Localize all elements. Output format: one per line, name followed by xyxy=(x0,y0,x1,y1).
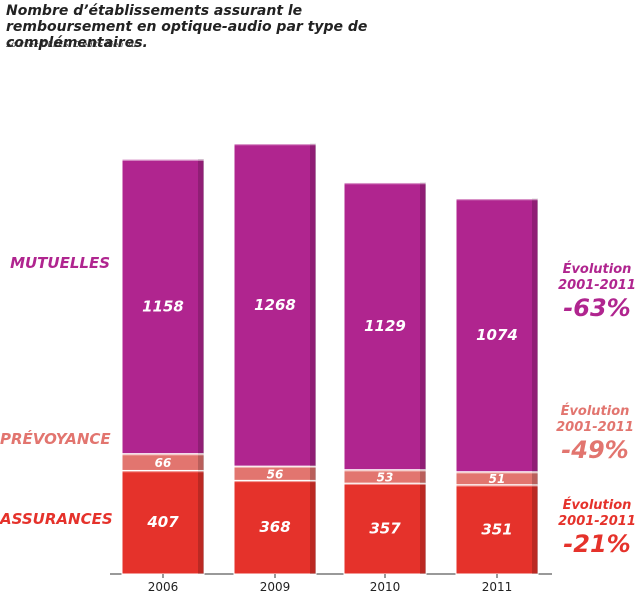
bar-shade-prevoyance-2006 xyxy=(198,453,204,471)
bar-shade-assurances-2006 xyxy=(198,470,204,574)
value-label-prevoyance-2010: 53 xyxy=(377,470,394,484)
evolution-mutuelles-pct: -63% xyxy=(563,294,631,322)
evolution-assurances-line2: 2001-2011 xyxy=(558,514,636,529)
bar-shade-mutuelles-2006 xyxy=(198,159,204,454)
value-label-assurances-2006: 407 xyxy=(146,513,179,531)
value-label-mutuelles-2006: 1158 xyxy=(142,297,184,315)
bar-mutuelles-2011 xyxy=(455,198,539,473)
label-mutuelles: MUTUELLES xyxy=(10,254,110,272)
bar-shade-mutuelles-2011 xyxy=(532,198,538,472)
x-tick-label-2011: 2011 xyxy=(482,580,513,594)
evolution-prevoyance: Évolution 2001-2011 -49% xyxy=(550,404,640,464)
evolution-mutuelles: Évolution 2001-2011 -63% xyxy=(552,262,640,322)
label-prevoyance: PRÉVOYANCE xyxy=(0,430,111,448)
x-tick-label-2009: 2009 xyxy=(260,580,291,594)
chart-source: Source : DREES. Crédit : Bien Vu xyxy=(6,40,137,49)
evolution-mutuelles-line2: 2001-2011 xyxy=(558,278,636,293)
evolution-prevoyance-line2: 2001-2011 xyxy=(556,420,634,435)
value-label-prevoyance-2006: 66 xyxy=(155,456,172,470)
bar-assurances-2010 xyxy=(343,482,427,575)
label-assurances: ASSURANCES xyxy=(0,510,113,528)
bar-shade-mutuelles-2010 xyxy=(420,182,426,470)
bar-shade-prevoyance-2009 xyxy=(310,466,316,481)
evolution-mutuelles-line1: Évolution xyxy=(562,262,632,277)
evolution-prevoyance-line1: Évolution xyxy=(560,404,630,419)
x-tick-label-2006: 2006 xyxy=(148,580,179,594)
bar-assurances-2006 xyxy=(121,469,205,575)
bar-mutuelles-2010 xyxy=(343,181,427,471)
value-label-prevoyance-2009: 56 xyxy=(267,467,284,481)
chart-title: Nombre d’établissements assurant le remb… xyxy=(6,3,368,51)
bar-shade-assurances-2009 xyxy=(310,480,316,574)
bar-shade-assurances-2011 xyxy=(532,484,538,574)
bar-shade-prevoyance-2010 xyxy=(420,469,426,484)
bar-shade-prevoyance-2011 xyxy=(532,471,538,485)
value-label-mutuelles-2010: 1129 xyxy=(364,317,406,335)
bar-shade-mutuelles-2009 xyxy=(310,143,316,467)
evolution-assurances-pct: -21% xyxy=(563,530,631,558)
value-label-assurances-2009: 368 xyxy=(259,518,290,536)
bar-shade-assurances-2010 xyxy=(420,483,426,574)
evolution-prevoyance-pct: -49% xyxy=(561,436,629,464)
value-label-prevoyance-2011: 51 xyxy=(489,472,506,486)
bar-mutuelles-2009 xyxy=(233,143,317,467)
bar-mutuelles-2006 xyxy=(121,158,205,455)
evolution-assurances-line1: Évolution xyxy=(562,498,632,513)
value-label-assurances-2010: 357 xyxy=(369,520,401,538)
value-label-mutuelles-2009: 1268 xyxy=(254,296,296,314)
evolution-assurances: Évolution 2001-2011 -21% xyxy=(552,498,640,558)
value-label-mutuelles-2011: 1074 xyxy=(476,326,518,344)
x-tick-label-2010: 2010 xyxy=(370,580,401,594)
value-label-assurances-2011: 351 xyxy=(481,520,512,538)
bar-assurances-2011 xyxy=(455,484,539,575)
bar-assurances-2009 xyxy=(233,479,317,575)
